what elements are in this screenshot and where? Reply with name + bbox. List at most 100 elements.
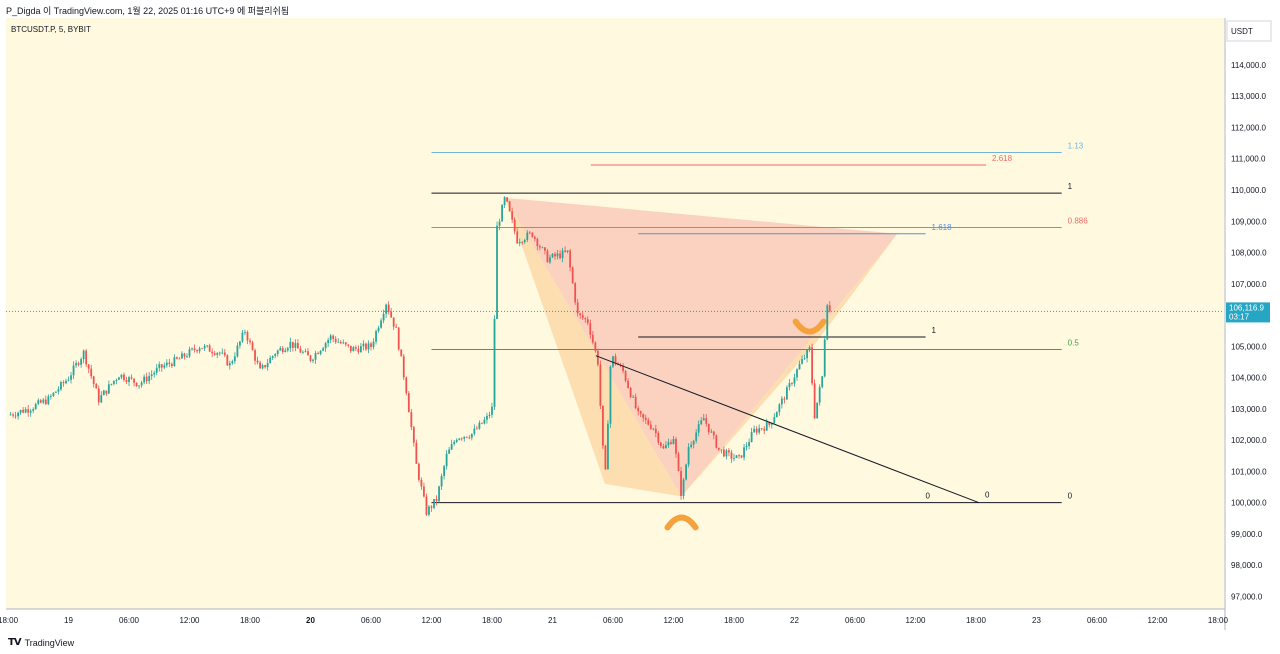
candle-body xyxy=(753,428,756,433)
candle xyxy=(211,348,214,357)
candle-body xyxy=(758,428,761,433)
trendline[interactable] xyxy=(595,355,980,504)
candle xyxy=(566,250,569,254)
candle xyxy=(17,411,19,420)
candle xyxy=(473,424,476,436)
candle xyxy=(70,371,72,384)
fib-level-label: 0.5 xyxy=(1068,338,1080,347)
candle xyxy=(9,411,12,416)
candle xyxy=(445,450,448,470)
candle xyxy=(360,342,362,353)
cup-marker[interactable] xyxy=(792,318,827,335)
candle xyxy=(138,385,140,389)
candle-body xyxy=(228,363,231,366)
time-axis[interactable]: 18:00 19 06:00 12:00 18:00 20 06:00 12:00 18:00 2… xyxy=(0,616,1229,625)
candle-body xyxy=(687,447,690,465)
candle-body xyxy=(821,376,824,388)
candle-body xyxy=(775,412,778,418)
candle xyxy=(549,254,551,265)
candle-body xyxy=(435,499,438,502)
candle-body xyxy=(604,445,607,470)
time-tick-label: 06:00 xyxy=(119,616,140,625)
candle-body xyxy=(163,365,166,368)
price-axis[interactable]: 114,000.0 113,000.0 112,000.0 111,000.0 110,… xyxy=(1226,61,1270,602)
cap-marker[interactable] xyxy=(664,514,699,531)
fib-levels[interactable]: 1.13 2.618 1 0.886 1.618 1 0.5 0 xyxy=(6,141,1224,504)
candle-body xyxy=(682,479,685,496)
candle xyxy=(798,360,801,370)
candle xyxy=(440,473,443,491)
candle xyxy=(130,374,133,380)
candle xyxy=(733,453,735,462)
candle-body xyxy=(39,400,42,403)
candle xyxy=(407,391,410,413)
candle-body xyxy=(95,384,98,389)
candle xyxy=(342,339,345,345)
candle-body xyxy=(654,428,657,433)
candle xyxy=(533,235,536,242)
time-tick-label: 12:00 xyxy=(179,616,200,625)
candle-body xyxy=(100,395,103,403)
candle-body xyxy=(296,343,299,349)
price-tick-label: 100,000.0 xyxy=(1231,499,1267,508)
candle-body xyxy=(97,388,100,403)
candle xyxy=(178,357,181,360)
candle-body xyxy=(22,409,25,413)
price-tick-label: 110,000.0 xyxy=(1231,186,1267,195)
candle-body xyxy=(501,205,503,222)
harmonic-pattern[interactable] xyxy=(505,197,898,497)
candle xyxy=(483,416,486,425)
candle-body xyxy=(700,420,703,425)
candle-body xyxy=(259,362,261,369)
candle xyxy=(813,379,816,420)
candle-body xyxy=(118,377,120,380)
symbol-info: BTCUSDT.P, 5, BYBIT xyxy=(11,25,91,34)
candle-body xyxy=(216,353,219,355)
trendline-label: 0 xyxy=(985,491,990,500)
candle-body xyxy=(496,225,498,320)
candle xyxy=(402,353,405,381)
candle-body xyxy=(281,348,284,352)
candle-body xyxy=(143,376,146,383)
candle xyxy=(498,218,501,231)
candle xyxy=(332,334,335,343)
drawings-overlay[interactable]: 00 xyxy=(595,318,990,531)
last-price-badge[interactable] xyxy=(1226,302,1270,323)
candle xyxy=(586,316,589,326)
candle xyxy=(133,378,135,387)
pattern-leg-xad[interactable] xyxy=(505,197,898,497)
candle-body xyxy=(438,486,440,502)
candle-body xyxy=(138,385,140,387)
candle xyxy=(143,374,146,385)
pattern-leg-bcd[interactable] xyxy=(681,233,898,497)
candle xyxy=(417,462,420,483)
candle xyxy=(667,438,670,448)
candle xyxy=(536,237,539,251)
candle-body xyxy=(728,450,730,453)
candle-body xyxy=(107,384,110,394)
candle xyxy=(365,342,367,352)
candle-body xyxy=(735,455,738,458)
candle xyxy=(546,248,549,263)
candle-body xyxy=(705,418,708,424)
candle-body xyxy=(377,327,380,332)
candle-body xyxy=(725,450,728,457)
candle-body xyxy=(241,332,244,342)
currency-box[interactable] xyxy=(1226,20,1272,42)
candle xyxy=(581,311,584,320)
candle-body xyxy=(181,353,183,359)
candle xyxy=(201,348,204,350)
candle-body xyxy=(314,353,317,360)
candle-body xyxy=(622,365,624,371)
candle xyxy=(632,394,635,398)
candle-body xyxy=(239,341,241,346)
candle xyxy=(627,378,630,389)
pattern-leg-xab[interactable] xyxy=(505,197,682,497)
time-tick-label: 06:00 xyxy=(845,616,866,625)
candle-body xyxy=(246,332,249,341)
candle-body xyxy=(352,347,355,352)
candle xyxy=(609,365,612,428)
candle-body xyxy=(309,355,312,361)
